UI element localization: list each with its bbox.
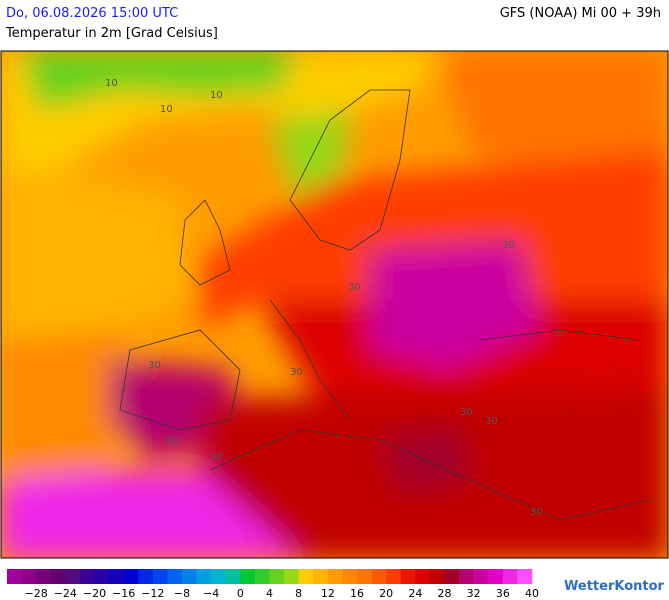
contour-label: 30 xyxy=(290,367,303,378)
subtitle: Temperatur in 2m [Grad Celsius] xyxy=(6,26,218,41)
colorbar-box xyxy=(269,569,285,584)
contour-label: 30 xyxy=(485,416,498,427)
contour-label: 30 xyxy=(348,282,361,293)
colorbar-label: 8 xyxy=(295,587,302,600)
colorbar-box xyxy=(254,569,270,584)
colorbar-box xyxy=(444,569,460,584)
colorbar-label: −28 xyxy=(25,587,48,600)
model-run: GFS (NOAA) Mi 00 + 39h xyxy=(499,6,661,21)
colorbar-box xyxy=(123,569,139,584)
datetime: Do, 06.08.2026 15:00 UTC xyxy=(6,6,179,21)
colorbar-label: −24 xyxy=(54,587,77,600)
coastlines xyxy=(119,89,651,521)
colorbar-box xyxy=(65,569,81,584)
colorbar-box xyxy=(36,569,52,584)
contour-label: 30 xyxy=(460,407,473,418)
contour-label: 30 xyxy=(210,452,223,463)
colorbar-box xyxy=(167,569,183,584)
colorbar-label: 24 xyxy=(408,587,422,600)
colorbar-box xyxy=(473,569,489,584)
colorbar-label: 0 xyxy=(237,587,244,600)
colorbar-box xyxy=(342,569,358,584)
colorbar-box xyxy=(152,569,168,584)
colorbar-label: −16 xyxy=(112,587,135,600)
colorbar-box xyxy=(298,569,314,584)
colorbar-label: 28 xyxy=(438,587,452,600)
colorbar-label: 32 xyxy=(467,587,481,600)
colorbar-box xyxy=(138,569,154,584)
colorbar-box xyxy=(21,569,37,584)
colorbar-box xyxy=(415,569,431,584)
colorbar-box xyxy=(502,569,518,584)
contour-label: 30 xyxy=(165,436,178,447)
contour-label: 30 xyxy=(148,360,161,371)
colorbar-label: −4 xyxy=(203,587,219,600)
colorbar-label: −8 xyxy=(174,587,190,600)
colorbar-label: 36 xyxy=(496,587,510,600)
colorbar-box xyxy=(429,569,445,584)
contour-label: 10 xyxy=(210,90,223,101)
colorbar-box xyxy=(182,569,197,584)
colorbar-label: 4 xyxy=(266,587,273,600)
colorbar-box xyxy=(79,569,95,584)
colorbar-box xyxy=(50,569,66,584)
temperature-field xyxy=(1,51,668,558)
colorbar-label: −20 xyxy=(83,587,106,600)
colorbar-label: −12 xyxy=(141,587,164,600)
colorbar-box xyxy=(94,569,110,584)
contour-label: 30 xyxy=(502,240,515,251)
colorbar-box xyxy=(7,569,22,584)
colorbar-box xyxy=(488,569,504,584)
colorbar-box xyxy=(459,569,474,584)
colorbar-box xyxy=(400,569,416,584)
colorbar-box xyxy=(211,569,227,584)
colorbar-box xyxy=(196,569,212,584)
colorbar-box xyxy=(313,569,329,584)
colorbar-label: 40 xyxy=(525,587,539,600)
colorbar-box xyxy=(327,569,343,584)
colorbar-box xyxy=(240,569,256,584)
colorbar-box xyxy=(225,569,241,584)
brand: WetterKontor xyxy=(564,579,665,594)
colorbar-box xyxy=(386,569,402,584)
colorbar-label: 20 xyxy=(379,587,393,600)
colorbar-box xyxy=(371,569,387,584)
colorbar-box xyxy=(284,569,299,584)
colorbar-box xyxy=(517,569,533,584)
contour-label: 30 xyxy=(530,507,543,518)
colorbar-box xyxy=(109,569,124,584)
colorbar-label: 16 xyxy=(350,587,364,600)
colorbar-label: 12 xyxy=(321,587,335,600)
map-frame xyxy=(0,50,669,559)
contour-label: 10 xyxy=(160,104,173,115)
contour-label: 10 xyxy=(105,78,118,89)
colorbar-box xyxy=(357,569,372,584)
